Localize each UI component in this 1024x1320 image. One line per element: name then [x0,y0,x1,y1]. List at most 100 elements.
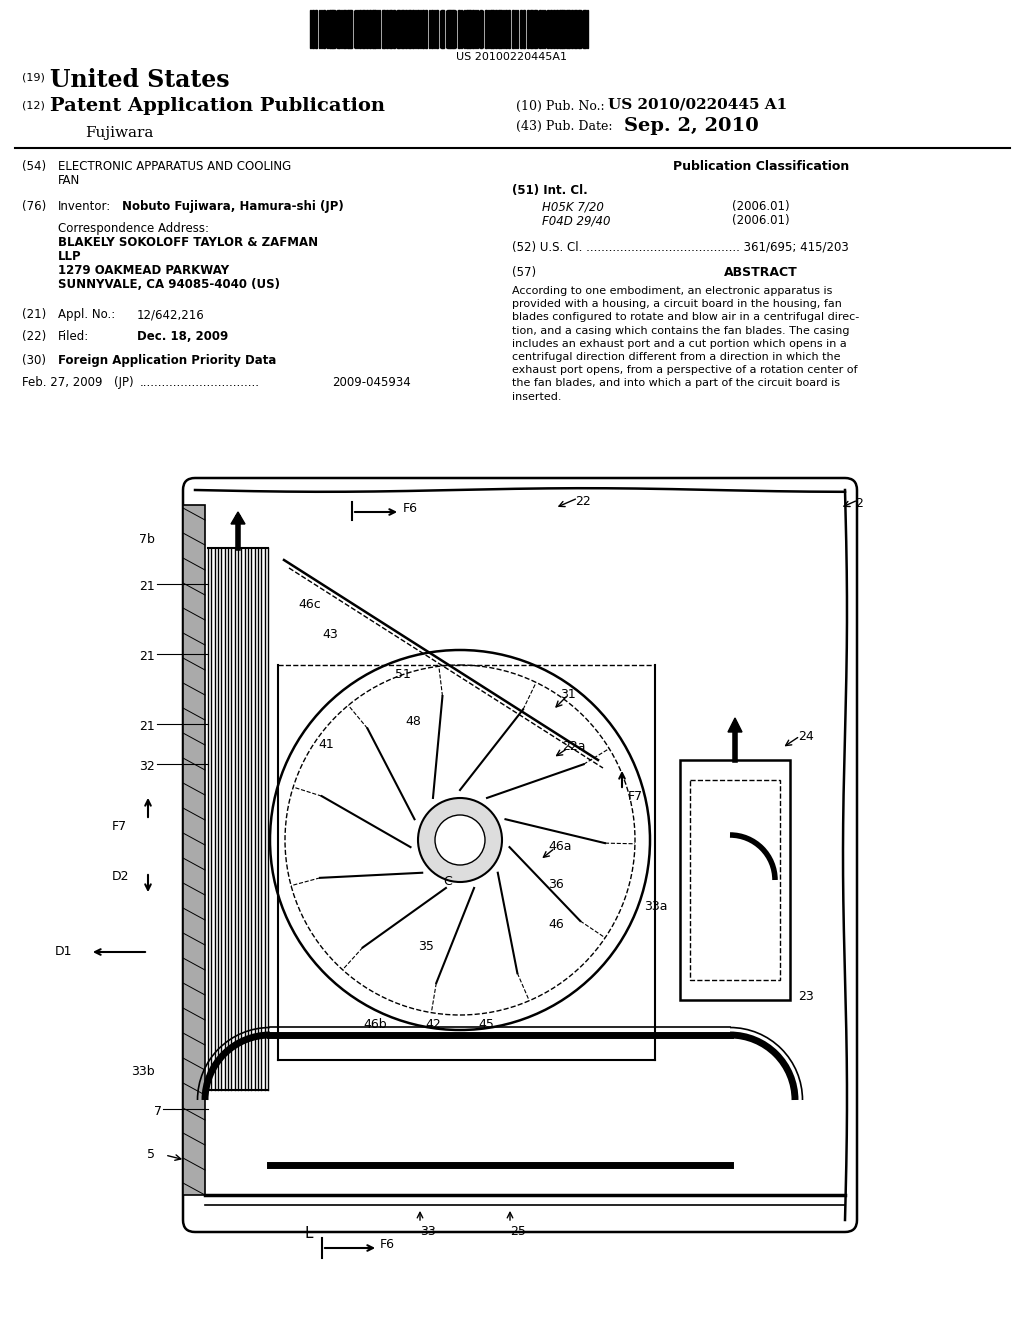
Text: 48: 48 [406,715,421,729]
Text: Publication Classification: Publication Classification [673,160,849,173]
Bar [343,11,345,48]
Text: Sep. 2, 2010: Sep. 2, 2010 [624,117,759,135]
Bar [480,11,481,48]
Bar [520,11,521,48]
Text: (10) Pub. No.:: (10) Pub. No.: [516,100,604,114]
Bar [495,11,498,48]
Text: Foreign Application Priority Data: Foreign Application Priority Data [58,354,276,367]
Bar [401,11,402,48]
Text: BLAKELY SOKOLOFF TAYLOR & ZAFMAN: BLAKELY SOKOLOFF TAYLOR & ZAFMAN [58,236,318,249]
Text: 23: 23 [798,990,814,1003]
Bar [550,11,552,48]
Text: (19): (19) [22,73,45,82]
Text: F6: F6 [380,1238,395,1251]
Bar [417,11,419,48]
Bar [464,11,465,48]
Bar [392,11,394,48]
Bar [472,11,474,48]
Bar [386,11,388,48]
Bar [367,11,368,48]
Bar [410,11,412,48]
Text: Fujiwara: Fujiwara [85,125,154,140]
Bar [522,11,524,48]
Text: H05K 7/20: H05K 7/20 [542,201,604,213]
Text: 46a: 46a [548,840,571,853]
Text: 2009-045934: 2009-045934 [332,376,411,389]
Text: Patent Application Publication: Patent Application Publication [50,96,385,115]
Bar [312,11,314,48]
Bar [337,11,339,48]
Text: 46c: 46c [298,598,321,611]
Bar [508,11,509,48]
Bar [358,11,361,48]
Text: 21: 21 [139,579,155,593]
Polygon shape [728,718,742,733]
Text: Appl. No.:: Appl. No.: [58,308,116,321]
Bar [536,11,538,48]
Text: FAN: FAN [58,174,80,187]
Bar [587,11,588,48]
Bar [436,11,438,48]
Bar [329,11,330,48]
Text: US 20100220445A1: US 20100220445A1 [457,51,567,62]
Bar [489,11,490,48]
Text: 35: 35 [418,940,434,953]
Text: L: L [304,1226,312,1241]
Bar [451,11,453,48]
Text: 33b: 33b [131,1065,155,1078]
Bar [680,760,790,1001]
Text: 1279 OAKMEAD PARKWAY: 1279 OAKMEAD PARKWAY [58,264,229,277]
Text: (52) U.S. Cl. ......................................... 361/695; 415/203: (52) U.S. Cl. ..........................… [512,240,849,253]
Text: F6: F6 [403,502,418,515]
Bar [398,11,400,48]
Text: 22: 22 [575,495,591,508]
Polygon shape [231,512,245,524]
Text: (21): (21) [22,308,46,321]
Bar [553,11,555,48]
Bar [467,11,470,48]
Bar [420,11,421,48]
Text: Dec. 18, 2009: Dec. 18, 2009 [137,330,228,343]
Bar [458,11,461,48]
Text: ELECTRONIC APPARATUS AND COOLING: ELECTRONIC APPARATUS AND COOLING [58,160,291,173]
Bar [442,11,444,48]
Text: 36: 36 [548,878,564,891]
Bar [690,780,780,979]
Polygon shape [183,506,205,1195]
Text: 32: 32 [139,760,155,774]
Text: (54): (54) [22,160,46,173]
Bar [324,11,325,48]
Bar [454,11,455,48]
Bar [547,11,550,48]
Bar [584,11,586,48]
Text: (30): (30) [22,354,46,367]
Text: 46: 46 [548,917,564,931]
Text: 31: 31 [560,688,575,701]
Text: ABSTRACT: ABSTRACT [724,267,798,279]
Bar [339,11,340,48]
Text: 45: 45 [478,1018,494,1031]
Bar [534,11,535,48]
Text: C: C [443,875,453,888]
Bar [540,11,541,48]
Bar [494,11,495,48]
Text: 21: 21 [139,719,155,733]
Bar [331,11,332,48]
Text: (JP): (JP) [114,376,133,389]
Text: (43) Pub. Date:: (43) Pub. Date: [516,120,612,133]
Text: 12/642,216: 12/642,216 [137,308,205,321]
Bar [333,11,335,48]
Bar [348,11,349,48]
Bar [562,11,564,48]
Bar [492,11,493,48]
Bar [488,11,489,48]
Bar [574,11,577,48]
Circle shape [418,799,502,882]
Text: (22): (22) [22,330,46,343]
Bar [499,11,502,48]
FancyBboxPatch shape [183,478,857,1232]
Bar [431,11,433,48]
Bar [512,11,514,48]
Text: 33a: 33a [644,900,668,913]
Bar [474,11,476,48]
